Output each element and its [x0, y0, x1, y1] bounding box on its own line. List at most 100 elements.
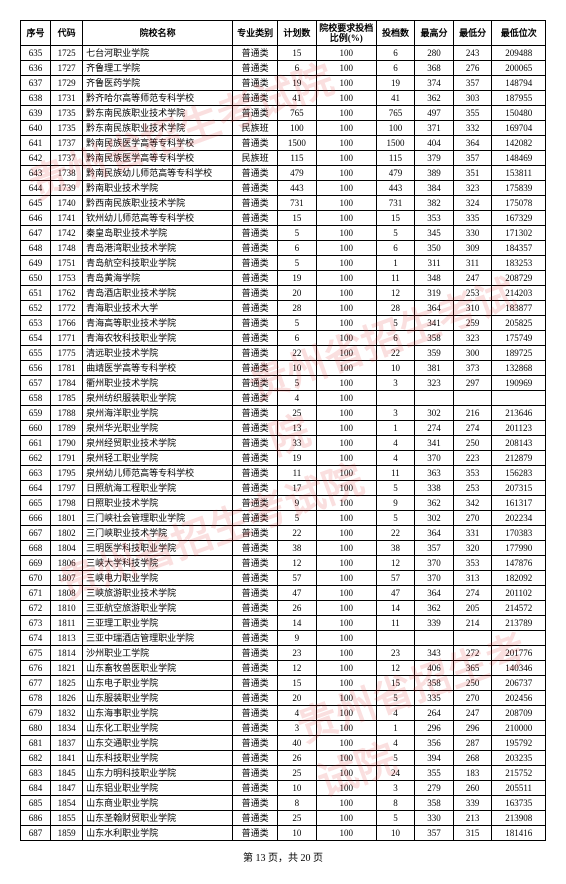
cell: 40	[278, 736, 317, 751]
cell: 310	[453, 301, 492, 316]
cell: 279	[415, 781, 454, 796]
cell: 1727	[51, 61, 83, 76]
cell: 358	[415, 331, 454, 346]
cell: 1738	[51, 166, 83, 181]
cell: 663	[21, 466, 51, 481]
cell: 170383	[492, 526, 546, 541]
cell: 100	[316, 226, 376, 241]
cell: 57	[278, 571, 317, 586]
table-row: 6661801三门峡社会管理职业学院普通类51005302270202234	[21, 511, 546, 526]
cell: 5	[376, 226, 415, 241]
cell: 黔南民族幼儿师范高等专科学校	[83, 166, 233, 181]
cell: 364	[415, 301, 454, 316]
cell: 山东水利职业学院	[83, 826, 233, 841]
cell: 100	[316, 301, 376, 316]
cell: 205511	[492, 781, 546, 796]
cell: 161317	[492, 496, 546, 511]
cell: 669	[21, 556, 51, 571]
cell	[376, 391, 415, 406]
cell: 1801	[51, 511, 83, 526]
cell: 1788	[51, 406, 83, 421]
cell: 280	[415, 46, 454, 61]
cell: 1737	[51, 136, 83, 151]
cell: 12	[278, 556, 317, 571]
cell: 三亚理工职业学院	[83, 616, 233, 631]
cell: 泉州经贸职业技术学院	[83, 436, 233, 451]
cell: 311	[415, 256, 454, 271]
cell: 100	[316, 616, 376, 631]
cell: 三亚航空旅游职业学院	[83, 601, 233, 616]
cell: 638	[21, 91, 51, 106]
cell: 三明医学科技职业学院	[83, 541, 233, 556]
cell: 371	[415, 121, 454, 136]
cell: 普通类	[233, 751, 278, 766]
cell: 6	[376, 61, 415, 76]
cell: 653	[21, 316, 51, 331]
cell: 373	[453, 361, 492, 376]
table-row: 6851854山东商业职业学院普通类81008358339163735	[21, 796, 546, 811]
cell: 171302	[492, 226, 546, 241]
cell: 100	[316, 601, 376, 616]
cell: 22	[376, 346, 415, 361]
cell: 9	[278, 631, 317, 646]
cell: 1741	[51, 211, 83, 226]
table-row: 6821841山东科技职业学院普通类261005394268203235	[21, 751, 546, 766]
cell: 普通类	[233, 181, 278, 196]
cell: 100	[316, 316, 376, 331]
cell: 189725	[492, 346, 546, 361]
cell: 153811	[492, 166, 546, 181]
cell: 6	[278, 61, 317, 76]
cell: 山东服装职业学院	[83, 691, 233, 706]
cell: 274	[453, 421, 492, 436]
table-row: 6591788泉州海洋职业学院普通类251003302216213646	[21, 406, 546, 421]
cell: 351	[453, 166, 492, 181]
cell: 100	[316, 121, 376, 136]
cell: 1725	[51, 46, 83, 61]
cell: 668	[21, 541, 51, 556]
table-row: 6741813三亚中瑞酒店管理职业学院普通类9100	[21, 631, 546, 646]
cell: 1810	[51, 601, 83, 616]
cell: 365	[453, 661, 492, 676]
cell: 1729	[51, 76, 83, 91]
cell: 639	[21, 106, 51, 121]
cell: 100	[316, 166, 376, 181]
cell: 384	[415, 181, 454, 196]
cell: 1737	[51, 151, 83, 166]
cell: 636	[21, 61, 51, 76]
table-row: 6671802三门峡职业技术学院普通类2210022364331170383	[21, 526, 546, 541]
cell: 183	[453, 766, 492, 781]
cell: 11	[376, 616, 415, 631]
table-row: 6841847山东铝业职业学院普通类101003279260205511	[21, 781, 546, 796]
cell: 1	[376, 421, 415, 436]
cell: 日照职业技术学院	[83, 496, 233, 511]
cell: 12	[376, 661, 415, 676]
cell: 357	[453, 151, 492, 166]
cell: 656	[21, 361, 51, 376]
cell: 331	[453, 526, 492, 541]
cell: 100	[316, 151, 376, 166]
cell: 22	[278, 346, 317, 361]
table-row: 6801834山东化工职业学院普通类31001296296210000	[21, 721, 546, 736]
cell: 1740	[51, 196, 83, 211]
cell: 普通类	[233, 691, 278, 706]
cell: 682	[21, 751, 51, 766]
cell: 普通类	[233, 661, 278, 676]
cell: 1766	[51, 316, 83, 331]
cell: 山东圣翰财贸职业学院	[83, 811, 233, 826]
cell: 208709	[492, 706, 546, 721]
cell: 659	[21, 406, 51, 421]
cell: 38	[376, 541, 415, 556]
cell: 100	[316, 331, 376, 346]
table-row: 6691806三峡大学科技学院普通类1210012370353147876	[21, 556, 546, 571]
cell: 1802	[51, 526, 83, 541]
cell: 100	[316, 391, 376, 406]
cell: 303	[453, 91, 492, 106]
cell: 679	[21, 706, 51, 721]
cell: 100	[316, 271, 376, 286]
cell: 28	[376, 301, 415, 316]
cell: 23	[278, 646, 317, 661]
table-row: 6381731黔齐哈尔高等师范专科学校普通类411004136230318795…	[21, 91, 546, 106]
cell: 1832	[51, 706, 83, 721]
table-row: 6461741钦州幼儿师范高等专科学校普通类151001535333516732…	[21, 211, 546, 226]
cell: 普通类	[233, 211, 278, 226]
